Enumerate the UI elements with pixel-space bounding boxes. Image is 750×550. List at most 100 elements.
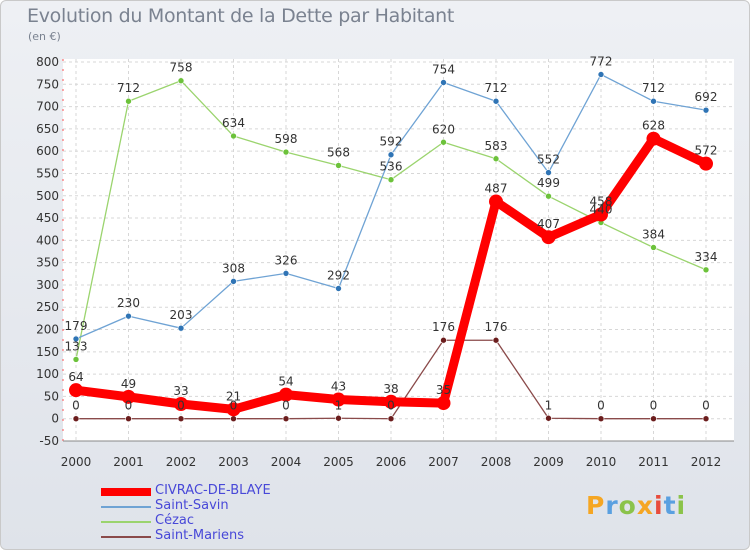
data-point-Cézac	[387, 176, 395, 184]
data-point-CIVRAC-DE-BLAYE	[699, 156, 713, 171]
data-label-Saint-Savin: 754	[432, 63, 455, 77]
y-tick-label: 50	[44, 389, 59, 403]
unit-label: (en €)	[28, 30, 61, 43]
legend-swatch	[101, 521, 151, 523]
data-point-Saint-Mariens	[440, 336, 447, 344]
data-label-Cézac: 583	[485, 139, 508, 153]
data-point-Cézac	[650, 244, 657, 251]
data-label-Saint-Mariens: 0	[72, 399, 80, 413]
data-point-Saint-Mariens	[650, 415, 657, 423]
data-point-Saint-Mariens	[492, 336, 500, 344]
data-point-Cézac	[545, 192, 552, 200]
data-point-Cézac	[440, 138, 447, 146]
y-tick-label: 600	[36, 144, 59, 158]
data-label-Saint-Savin: 203	[170, 308, 193, 322]
x-tick-label: 2010	[586, 455, 617, 469]
data-point-Saint-Savin	[387, 151, 395, 159]
data-label-CIVRAC-DE-BLAYE: 407	[537, 217, 560, 231]
data-label-Saint-Savin: 772	[590, 54, 613, 68]
x-tick-label: 2011	[638, 455, 669, 469]
data-label-Cézac: 634	[222, 116, 245, 130]
data-label-Saint-Mariens: 0	[702, 399, 710, 413]
y-tick-label: 650	[36, 122, 59, 136]
legend-swatch	[101, 488, 151, 496]
data-label-Saint-Savin: 292	[327, 269, 350, 283]
legend-label: Saint-Mariens	[155, 528, 245, 543]
y-tick-label: 450	[36, 211, 59, 225]
proxiti-logo: Proxiti	[586, 491, 686, 520]
y-tick-label: 750	[36, 77, 59, 91]
data-point-Saint-Savin	[440, 79, 447, 86]
y-tick-label: -50	[39, 434, 59, 448]
data-point-Cézac	[72, 356, 80, 363]
logo-letter: x	[636, 491, 654, 520]
y-tick-label: 500	[36, 189, 59, 203]
data-label-Saint-Mariens: 1	[545, 398, 553, 412]
data-label-Cézac: 598	[275, 132, 298, 146]
y-tick-label: 200	[36, 323, 59, 337]
data-point-CIVRAC-DE-BLAYE	[489, 194, 503, 209]
data-point-Saint-Savin	[492, 97, 500, 105]
data-label-Cézac: 712	[117, 81, 140, 95]
data-label-Cézac: 568	[327, 145, 350, 159]
data-point-Saint-Savin	[545, 169, 552, 176]
data-label-Saint-Mariens: 0	[387, 399, 395, 413]
data-label-Cézac: 620	[432, 122, 455, 136]
legend-label: Cézac	[155, 513, 195, 528]
logo-letter: r	[605, 491, 619, 520]
data-point-CIVRAC-DE-BLAYE	[174, 396, 188, 411]
data-label-Cézac: 334	[695, 250, 718, 264]
data-point-Cézac	[282, 148, 290, 156]
data-point-Saint-Mariens	[387, 415, 395, 423]
data-label-CIVRAC-DE-BLAYE: 54	[278, 375, 293, 389]
data-label-Saint-Savin: 552	[537, 153, 560, 167]
y-tick-label: 800	[36, 55, 59, 69]
y-tick-label: 250	[36, 300, 59, 314]
plot-area	[63, 59, 734, 441]
data-label-Saint-Mariens: 0	[230, 399, 238, 413]
data-label-Cézac: 499	[537, 176, 560, 190]
data-label-CIVRAC-DE-BLAYE: 49	[121, 377, 136, 391]
data-point-Saint-Savin	[230, 278, 237, 285]
y-tick-label: 350	[36, 256, 59, 270]
y-tick-label: 150	[36, 345, 59, 359]
data-point-Saint-Savin	[650, 97, 657, 105]
legend-swatch	[101, 536, 151, 538]
logo-letter: t	[663, 491, 677, 520]
data-point-CIVRAC-DE-BLAYE	[594, 207, 608, 222]
data-label-Saint-Savin: 692	[695, 90, 718, 104]
data-label-Saint-Mariens: 0	[282, 399, 290, 413]
data-point-Cézac	[492, 155, 500, 163]
data-point-Saint-Mariens	[177, 415, 185, 423]
data-point-Cézac	[702, 266, 710, 274]
data-label-Cézac: 536	[380, 160, 403, 174]
data-label-Cézac: 133	[65, 339, 88, 353]
data-point-Saint-Mariens	[597, 415, 605, 423]
data-point-CIVRAC-DE-BLAYE	[541, 230, 556, 245]
data-point-Saint-Savin	[125, 312, 132, 320]
data-label-Saint-Savin: 179	[65, 319, 88, 333]
x-tick-label: 2003	[218, 455, 249, 469]
x-tick-label: 2008	[481, 455, 512, 469]
y-tick-label: 550	[36, 166, 59, 180]
x-tick-label: 2007	[428, 455, 459, 469]
data-point-Saint-Mariens	[125, 415, 132, 423]
data-label-Saint-Mariens: 0	[125, 399, 133, 413]
legend-label: CIVRAC-DE-BLAYE	[155, 483, 271, 498]
data-label-Saint-Savin: 308	[222, 261, 245, 275]
data-point-Saint-Mariens	[282, 415, 290, 423]
x-tick-label: 2009	[533, 455, 564, 469]
y-tick-label: 300	[36, 278, 59, 292]
x-tick-label: 2012	[691, 455, 722, 469]
data-label-Saint-Mariens: 1	[335, 398, 343, 412]
data-point-Saint-Mariens	[230, 415, 237, 423]
data-point-Saint-Mariens	[335, 414, 342, 422]
data-label-Saint-Mariens: 0	[177, 399, 185, 413]
data-label-Saint-Savin: 326	[275, 253, 298, 267]
data-label-CIVRAC-DE-BLAYE: 572	[695, 144, 718, 158]
data-point-CIVRAC-DE-BLAYE	[69, 383, 83, 398]
data-point-Saint-Savin	[597, 71, 605, 78]
data-point-Saint-Mariens	[545, 414, 552, 422]
legend-swatch	[101, 506, 151, 508]
